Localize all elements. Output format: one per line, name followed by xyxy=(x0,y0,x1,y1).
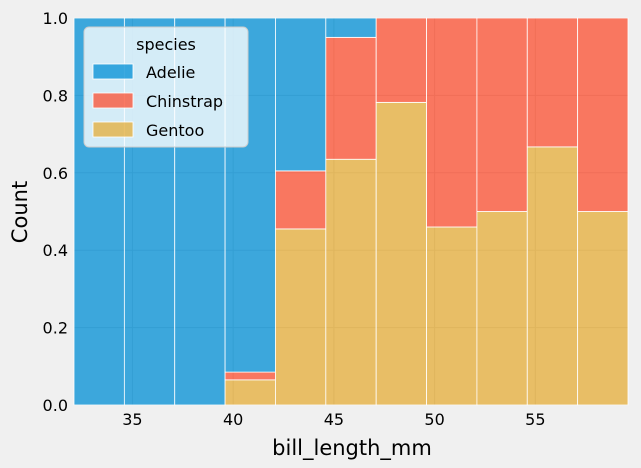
legend-swatch-gentoo xyxy=(92,121,134,138)
bar-gentoo xyxy=(325,158,377,406)
y-tick-label: 0.2 xyxy=(43,319,68,338)
bar-chinstrap xyxy=(375,17,427,103)
bar-gentoo xyxy=(426,226,478,406)
bar-gentoo xyxy=(224,379,276,406)
bar-gentoo xyxy=(375,101,427,406)
bar-chinstrap xyxy=(275,170,327,230)
x-axis-title: bill_length_mm xyxy=(272,436,432,461)
legend: species Adelie Chinstrap Gentoo xyxy=(83,26,249,148)
bar-chinstrap xyxy=(476,17,528,212)
bar-gentoo xyxy=(275,228,327,406)
y-tick-label: 0.0 xyxy=(43,396,68,415)
x-tick-label: 45 xyxy=(324,410,344,429)
x-tick-label: 35 xyxy=(122,410,142,429)
x-tick-label: 55 xyxy=(525,410,545,429)
bar-chinstrap xyxy=(577,17,629,212)
legend-label-chinstrap: Chinstrap xyxy=(146,92,223,111)
legend-swatch-chinstrap xyxy=(92,92,134,109)
y-tick-label: 0.4 xyxy=(43,241,68,260)
y-tick-label: 1.0 xyxy=(43,9,68,28)
legend-frame xyxy=(83,26,249,148)
bar-chinstrap xyxy=(325,36,377,160)
legend-title: species xyxy=(136,35,196,54)
x-tick-label: 40 xyxy=(223,410,243,429)
bar-chinstrap xyxy=(224,371,276,381)
bar-gentoo xyxy=(577,211,629,406)
x-tick-label: 50 xyxy=(424,410,444,429)
legend-swatch-adelie xyxy=(92,63,134,80)
legend-label-adelie: Adelie xyxy=(146,63,195,82)
bar-chinstrap xyxy=(426,17,478,228)
legend-entries: Adelie Chinstrap Gentoo xyxy=(92,63,223,140)
axis-layer: 35 40 45 50 55 0.0 0.2 0.4 0.6 0.8 1.0 xyxy=(43,9,546,429)
bar-gentoo xyxy=(526,146,579,406)
y-axis-title: Count xyxy=(8,181,32,243)
y-tick-label: 0.8 xyxy=(43,86,68,105)
legend-label-gentoo: Gentoo xyxy=(146,121,204,140)
bar-gentoo xyxy=(476,211,528,406)
bar-adelie xyxy=(325,17,377,38)
bar-adelie xyxy=(275,17,327,172)
bar-chinstrap xyxy=(526,17,579,148)
y-tick-label: 0.6 xyxy=(43,164,68,183)
